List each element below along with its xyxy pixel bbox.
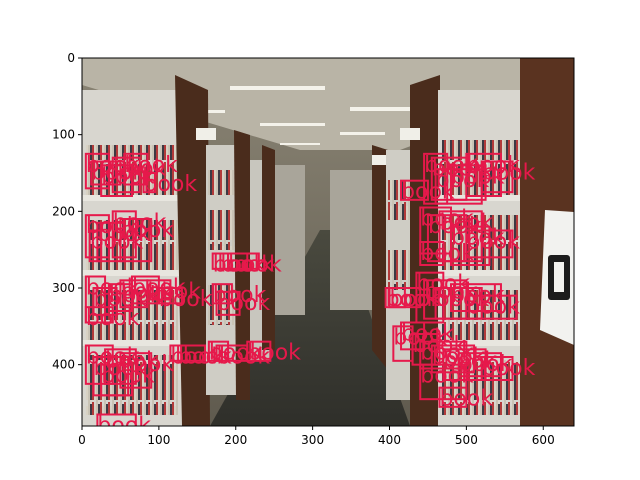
book-bounding-box xyxy=(119,352,153,389)
book-bounding-box xyxy=(96,413,137,426)
book-bounding-box xyxy=(450,164,487,201)
book-detection-label: book xyxy=(386,287,440,312)
x-tick-label: 200 xyxy=(224,433,247,447)
book-bounding-box xyxy=(100,363,133,397)
book-bounding-box xyxy=(480,356,514,381)
book-detection-label: book xyxy=(120,218,174,243)
book-bounding-box xyxy=(434,287,483,320)
book-detection-label: book xyxy=(90,230,144,255)
book-detection-label: book xyxy=(217,291,271,316)
detection-layer: bookbookbookbookbookbookbookbookbookbook… xyxy=(84,152,536,439)
book-detection-label: book xyxy=(97,414,151,439)
book-detection-label: book xyxy=(86,306,140,331)
book-bounding-box xyxy=(480,160,514,194)
book-bounding-box xyxy=(450,225,491,267)
book-bounding-box xyxy=(465,152,502,197)
book-bounding-box xyxy=(384,287,406,309)
book-detection-label: book xyxy=(436,287,490,312)
y-tick-label: 400 xyxy=(52,358,75,372)
book-bounding-box xyxy=(84,152,110,190)
x-tick-label: 600 xyxy=(532,433,555,447)
book-detection-label: book xyxy=(482,161,536,186)
book-detection-label: book xyxy=(247,341,301,366)
book-bounding-box xyxy=(438,210,483,263)
book-bounding-box xyxy=(419,241,445,266)
book-bounding-box xyxy=(90,160,122,186)
book-bounding-box xyxy=(119,218,153,263)
y-tick-label: 100 xyxy=(52,128,75,142)
book-detection-label: book xyxy=(113,157,167,182)
book-detection-label: book xyxy=(466,295,520,320)
book-bounding-box xyxy=(177,344,206,362)
book-bounding-box xyxy=(111,156,141,194)
book-detection-label: book xyxy=(466,153,520,178)
book-detection-label: book xyxy=(420,364,474,389)
book-bounding-box xyxy=(438,386,468,408)
x-axis: 0 100 200 300 400 500 600 xyxy=(78,426,555,447)
book-detection-label: book xyxy=(228,253,282,278)
book-bounding-box xyxy=(400,179,429,201)
book-detection-label: book xyxy=(170,345,224,370)
book-detection-label: book xyxy=(436,168,490,193)
book-detection-label: book xyxy=(101,364,155,389)
book-detection-label: book xyxy=(439,387,493,412)
book-bounding-box xyxy=(111,210,137,259)
book-bounding-box xyxy=(211,283,233,305)
book-bounding-box xyxy=(88,229,103,263)
y-axis: 0 100 200 300 400 xyxy=(52,51,82,372)
axes-frame xyxy=(81,57,575,427)
x-tick-label: 0 xyxy=(78,433,86,447)
x-tick-label: 500 xyxy=(455,433,478,447)
book-bounding-box xyxy=(123,152,149,186)
book-detection-label: book xyxy=(420,241,474,266)
x-tick-label: 300 xyxy=(301,433,324,447)
book-detection-label: book xyxy=(147,279,201,304)
book-bounding-box xyxy=(96,221,126,263)
book-detection-label: book xyxy=(213,253,267,278)
y-tick-label: 200 xyxy=(52,204,75,218)
book-bounding-box xyxy=(465,294,518,320)
x-tick-label: 100 xyxy=(147,433,170,447)
book-detection-label: book xyxy=(451,164,505,189)
book-bounding-box xyxy=(419,363,468,401)
book-detection-label: book xyxy=(217,345,271,370)
book-detection-label: book xyxy=(113,210,167,235)
book-detection-label: book xyxy=(144,172,198,197)
book-detection-label: book xyxy=(466,230,520,255)
book-detection-label: book xyxy=(178,345,232,370)
book-bounding-box xyxy=(215,290,241,316)
x-tick-label: 400 xyxy=(378,433,401,447)
book-bounding-box xyxy=(142,172,157,194)
book-bounding-box xyxy=(430,344,476,374)
y-tick-label: 300 xyxy=(52,281,75,295)
book-bounding-box xyxy=(415,271,445,324)
book-bounding-box xyxy=(450,283,502,312)
book-detection-label: book xyxy=(220,253,274,278)
book-bounding-box xyxy=(84,306,114,324)
book-detection-label: book xyxy=(482,356,536,381)
y-tick-label: 0 xyxy=(67,51,75,65)
book-bounding-box xyxy=(100,164,133,197)
book-bounding-box xyxy=(92,287,118,316)
book-bounding-box xyxy=(246,340,272,362)
book-bounding-box xyxy=(157,287,183,305)
book-detection-label: book xyxy=(159,287,213,312)
book-bounding-box xyxy=(465,229,514,259)
book-detection-label: book xyxy=(97,222,151,247)
book-bounding-box xyxy=(227,252,260,270)
